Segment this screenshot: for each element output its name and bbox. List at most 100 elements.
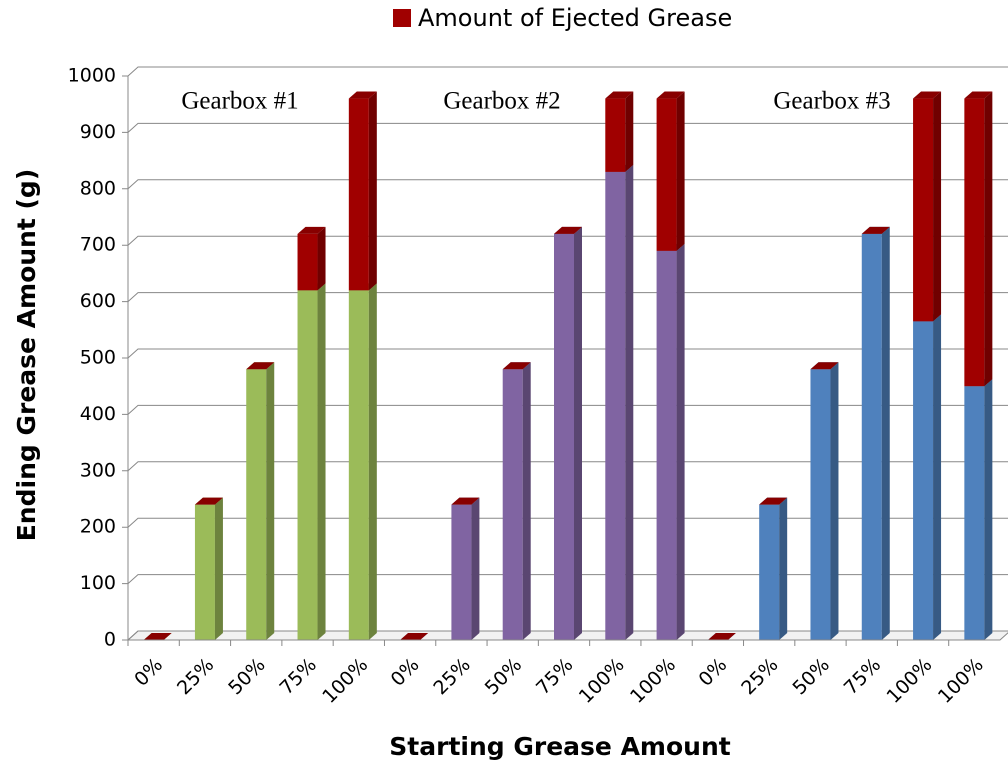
bar-top	[656, 91, 685, 99]
y-tick-label: 1000	[68, 65, 116, 87]
annotation: Gearbox #1	[181, 88, 298, 115]
bar-front	[554, 233, 574, 641]
bar-segment	[605, 164, 634, 640]
bar-side	[779, 497, 788, 640]
x-tick-label: 25%	[173, 654, 218, 699]
bar-segment	[143, 633, 172, 640]
annotation: Gearbox #2	[443, 88, 560, 115]
bar-segment	[707, 633, 736, 640]
bar-segment	[502, 362, 531, 370]
bar-segment	[194, 497, 223, 505]
annotation: Gearbox #3	[773, 88, 890, 115]
bar-segment	[964, 379, 993, 640]
bar-front	[451, 504, 472, 640]
bar-front	[605, 98, 626, 172]
bar-segment	[810, 362, 839, 370]
bar-segment	[451, 497, 480, 505]
bar-side	[676, 91, 685, 251]
bar-side	[368, 91, 377, 291]
bar-side	[830, 362, 839, 640]
bar-top	[759, 497, 788, 505]
y-tick-label: 0	[104, 629, 116, 651]
x-tick-label: 0%	[130, 654, 167, 691]
bar-segment	[246, 362, 275, 640]
bar-top	[246, 362, 275, 370]
bar-front	[913, 321, 934, 640]
bar-segment	[861, 226, 890, 641]
y-tick-label: 700	[80, 234, 116, 256]
bar-front	[656, 250, 677, 640]
bar-top	[194, 497, 223, 505]
bar-top	[861, 226, 890, 234]
x-tick-label: 50%	[224, 654, 269, 699]
bar-front	[656, 98, 677, 251]
x-axis-title: Starting Grease Amount	[389, 732, 730, 761]
bar-side	[625, 91, 634, 172]
bar-side	[676, 243, 685, 640]
bar-segment	[502, 362, 531, 640]
bar-segment	[759, 497, 788, 640]
x-tick-label: 100%	[318, 654, 372, 708]
grid-line	[122, 122, 1008, 133]
bar-front	[348, 290, 369, 640]
bar-front	[502, 369, 523, 640]
bar-front	[810, 369, 831, 640]
bar-segment	[964, 91, 993, 387]
bar-segment	[451, 497, 480, 640]
bar-segment	[656, 243, 685, 640]
y-tick-label: 400	[80, 403, 116, 425]
bar-side	[933, 91, 942, 322]
x-tick-label: 0%	[694, 654, 731, 691]
bar-top	[143, 633, 172, 640]
bar-segment	[297, 226, 326, 291]
bar-side	[471, 497, 480, 640]
bar-front	[348, 98, 369, 291]
bar-segment	[913, 314, 942, 640]
grid-line	[122, 66, 1008, 77]
y-tick-label: 100	[80, 572, 116, 594]
y-tick-label: 800	[80, 177, 116, 199]
x-tick-label: 100%	[575, 654, 629, 708]
bar-side	[574, 226, 582, 641]
x-tick-label: 100%	[626, 654, 680, 708]
legend-swatch	[393, 9, 411, 27]
y-axis-title: Ending Grease Amount (g)	[12, 169, 41, 542]
bar-front	[246, 369, 267, 640]
y-tick-label: 300	[80, 459, 116, 481]
x-tick-label: 100%	[934, 654, 988, 708]
bar-top	[297, 226, 326, 234]
x-tick-label: 25%	[737, 654, 782, 699]
x-tick-label: 75%	[276, 654, 321, 699]
bar-segment	[759, 497, 788, 505]
bar-side	[625, 164, 634, 640]
bar-front	[913, 98, 934, 322]
x-tick-label: 75%	[532, 654, 577, 699]
y-tick-label: 600	[80, 290, 116, 312]
bar-top	[913, 91, 942, 99]
bar-segment	[861, 226, 890, 234]
bar-side	[317, 283, 326, 640]
bar-front	[297, 290, 318, 640]
bar-segment	[194, 497, 223, 640]
bar-top	[810, 362, 839, 370]
bar-segment	[810, 362, 839, 640]
x-tick-label: 75%	[840, 654, 885, 699]
bar-side	[317, 226, 326, 291]
bar-side	[522, 362, 531, 640]
x-tick-label: 50%	[481, 654, 526, 699]
bar-top	[707, 633, 736, 640]
bar-segment	[656, 91, 685, 251]
bar-side	[881, 226, 890, 641]
y-tick-label: 200	[80, 516, 116, 538]
bar-segment	[246, 362, 275, 370]
bar-segment	[348, 91, 377, 291]
bar-side	[933, 314, 942, 640]
bar-front	[297, 233, 318, 291]
bar-segment	[554, 226, 582, 234]
bar-front	[759, 504, 780, 640]
x-tick-label: 25%	[429, 654, 474, 699]
bar-top	[451, 497, 480, 505]
bar-top	[348, 91, 377, 99]
